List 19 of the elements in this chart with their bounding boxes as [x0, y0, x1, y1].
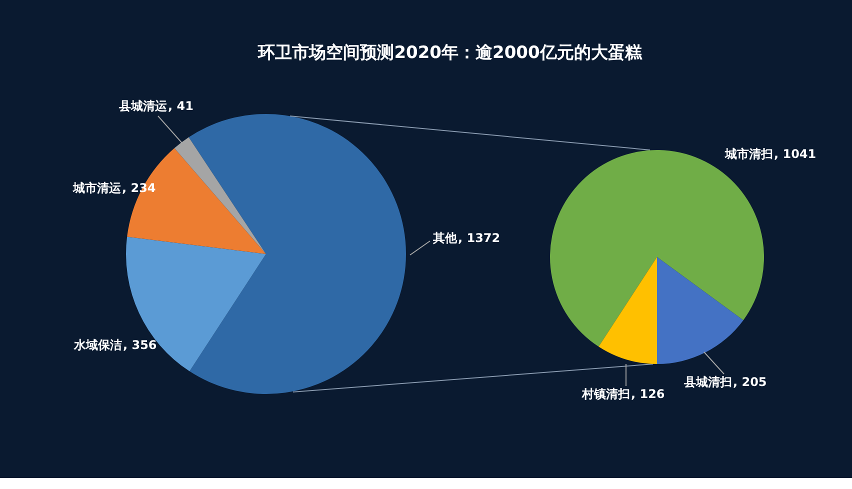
slice-label: 城市清运: [72, 181, 122, 195]
data-label: , 126: [631, 387, 665, 401]
slice-label: 水域保洁: [73, 338, 122, 352]
slice-label: 县城清运: [118, 99, 168, 113]
data-label: , 41: [168, 99, 194, 113]
slice-label: 村镇清扫: [581, 387, 630, 401]
data-label: , 205: [733, 375, 767, 389]
slice-label: 其他: [432, 231, 458, 245]
chart-title: 环卫市场空间预测2020年：逾2000亿元的大蛋糕: [257, 43, 643, 63]
slice-label: 城市清扫: [724, 147, 773, 161]
pie-slice: [126, 236, 266, 372]
pie-slice: [188, 114, 406, 394]
pie-slice: [598, 257, 657, 364]
slice-label: 县城清扫: [683, 375, 732, 389]
data-label: , 1041: [774, 147, 816, 161]
data-label: , 1372: [458, 231, 500, 245]
data-label: , 356: [123, 338, 157, 352]
pie-slice: [657, 257, 744, 364]
pie-slice: [127, 148, 266, 254]
